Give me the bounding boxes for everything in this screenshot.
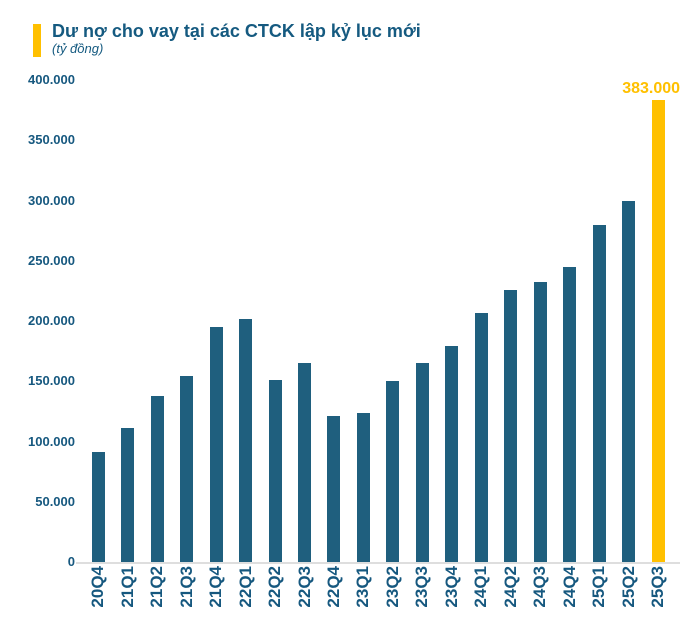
bar-22Q2 — [268, 380, 282, 562]
bar-25Q3 — [651, 100, 665, 562]
x-axis-label-24Q4: 24Q4 — [559, 566, 579, 608]
bar-23Q2 — [386, 381, 400, 562]
title-accent-bar — [33, 24, 41, 57]
x-axis-label-21Q3: 21Q3 — [176, 566, 196, 608]
x-axis-label-22Q2: 22Q2 — [265, 566, 285, 608]
bar-22Q3 — [298, 363, 312, 562]
bar-22Q4 — [327, 415, 341, 562]
y-axis-tick-label: 150.000 — [28, 373, 75, 389]
bar-24Q1 — [474, 312, 488, 562]
x-axis-line — [76, 562, 680, 564]
bar-24Q2 — [504, 289, 518, 562]
bar-24Q3 — [533, 282, 547, 562]
y-axis-tick-label: 350.000 — [28, 132, 75, 148]
y-axis-tick-label: 50.000 — [35, 493, 75, 509]
x-axis-label-25Q3: 25Q3 — [648, 566, 668, 608]
x-axis-label-25Q2: 25Q2 — [618, 566, 638, 608]
x-axis-label-23Q4: 23Q4 — [441, 566, 461, 608]
y-axis-tick-label: 250.000 — [28, 252, 75, 268]
bar-23Q3 — [415, 363, 429, 562]
chart-title: Dư nợ cho vay tại các CTCK lập kỷ lục mớ… — [52, 21, 421, 41]
x-axis-label-24Q1: 24Q1 — [471, 566, 491, 608]
bar-20Q4 — [91, 451, 105, 562]
bar-23Q1 — [356, 413, 370, 562]
x-axis-label-21Q4: 21Q4 — [206, 566, 226, 608]
bar-21Q4 — [209, 327, 223, 562]
bar-23Q4 — [445, 345, 459, 562]
x-axis-label-22Q3: 22Q3 — [294, 566, 314, 608]
y-axis-tick-label: 200.000 — [28, 313, 75, 328]
y-axis-tick-label: 100.000 — [28, 433, 75, 449]
bar-21Q3 — [180, 376, 194, 562]
highlight-value-label: 383.000 — [622, 80, 681, 97]
bar-21Q2 — [150, 395, 164, 562]
bar-25Q2 — [622, 200, 636, 562]
x-axis-label-24Q2: 24Q2 — [500, 566, 520, 608]
x-axis-label-21Q2: 21Q2 — [147, 566, 167, 608]
x-axis-label-22Q4: 22Q4 — [323, 566, 343, 608]
x-axis-label-25Q1: 25Q1 — [589, 566, 609, 608]
bar-22Q1 — [239, 318, 253, 562]
x-axis-label-22Q1: 22Q1 — [235, 566, 255, 608]
y-axis-tick-label: 400.000 — [28, 72, 75, 87]
chart-subtitle: (tỷ đồng) — [52, 41, 104, 56]
bar-25Q1 — [592, 224, 606, 562]
x-axis-label-20Q4: 20Q4 — [88, 566, 108, 608]
y-axis-tick-label: 0 — [67, 554, 75, 569]
x-axis-label-21Q1: 21Q1 — [117, 566, 137, 608]
bar-21Q1 — [121, 428, 135, 562]
x-axis-label-24Q3: 24Q3 — [530, 566, 550, 608]
bar-24Q4 — [563, 266, 577, 562]
x-axis-label-23Q3: 23Q3 — [412, 566, 432, 608]
y-axis-tick-label: 300.000 — [28, 192, 75, 208]
x-axis-label-23Q2: 23Q2 — [382, 566, 402, 608]
x-axis-label-23Q1: 23Q1 — [353, 566, 373, 608]
